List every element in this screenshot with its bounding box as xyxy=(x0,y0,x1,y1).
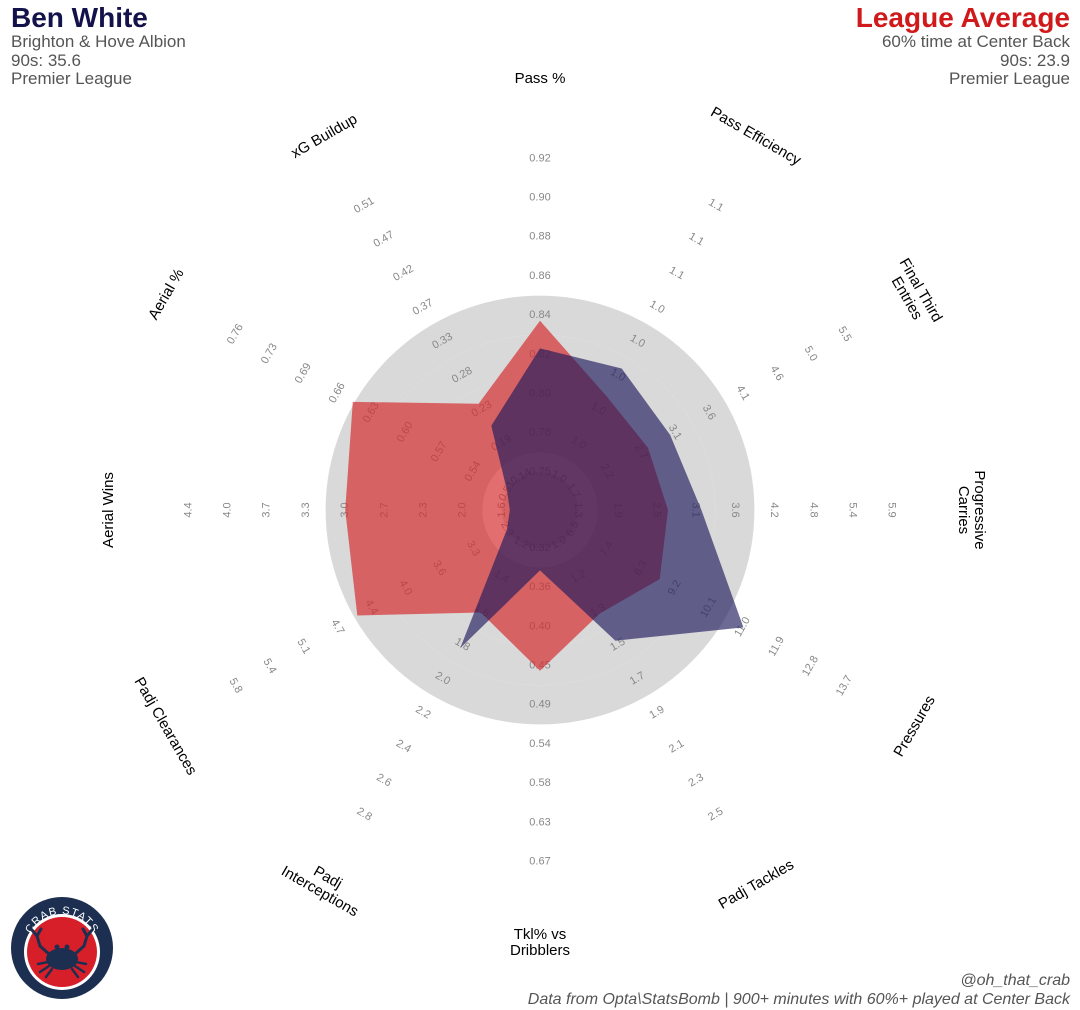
tick-label: 0.67 xyxy=(529,856,550,868)
player-league: Premier League xyxy=(11,68,132,88)
axis-label: xG Buildup xyxy=(288,111,360,162)
tick-label: 12.8 xyxy=(800,654,821,679)
crab-icon xyxy=(30,927,94,979)
footer-source: Data from Opta\StatsBomb | 900+ minutes … xyxy=(527,991,1070,1009)
tick-label: 2.1 xyxy=(667,737,686,755)
tick-label: 1.1 xyxy=(687,230,706,248)
tick-label: 2.3 xyxy=(687,771,706,789)
axis-label: Padj Clearances xyxy=(131,674,201,778)
tick-label: 0.84 xyxy=(529,309,550,321)
tick-label: 0.58 xyxy=(529,777,550,789)
tick-label: 0.37 xyxy=(411,297,436,318)
axis-label: Final ThirdEntries xyxy=(882,255,946,333)
tick-label: 4.7 xyxy=(328,617,346,636)
axis-label: Aerial Wins xyxy=(100,472,117,548)
tick-label: 2.4 xyxy=(394,737,413,755)
tick-label: 2.8 xyxy=(355,805,374,823)
tick-label: 2.2 xyxy=(413,704,432,722)
tick-label: 5.4 xyxy=(261,657,279,676)
comparison-filter: 60% time at Center Back xyxy=(881,32,1070,52)
tick-label: 0.66 xyxy=(327,381,348,406)
tick-label: 4.1 xyxy=(734,383,752,402)
comparison-header: League Average 60% time at Center Back 9… xyxy=(855,2,1070,88)
tick-label: 0.86 xyxy=(529,270,550,282)
comparison-nineties: 90s: 23.9 xyxy=(1000,50,1070,70)
tick-label: 2.6 xyxy=(374,771,393,789)
player-name: Ben White xyxy=(11,2,148,33)
comparison-name: League Average xyxy=(855,2,1070,33)
series-polygon xyxy=(460,348,744,649)
tick-label: 4.0 xyxy=(222,502,234,517)
tick-label: 0.47 xyxy=(371,229,396,250)
tick-label: 0.63 xyxy=(529,816,550,828)
axis-label: Tkl% vs Dribblers xyxy=(510,926,570,959)
tick-label: 0.51 xyxy=(352,195,377,216)
footer-handle: @oh_that_crab xyxy=(960,971,1070,989)
tick-label: 0.49 xyxy=(529,699,550,711)
tick-label: 0.73 xyxy=(259,341,280,366)
axis-label: Pressures xyxy=(890,693,938,760)
tick-label: 1.1 xyxy=(667,264,686,282)
tick-label: 13.7 xyxy=(834,673,855,698)
tick-label: 0.90 xyxy=(529,192,550,204)
series-group xyxy=(345,320,744,671)
player-team: Brighton & Hove Albion xyxy=(11,32,186,52)
tick-label: 2.5 xyxy=(706,805,725,823)
tick-label: 5.5 xyxy=(836,325,854,344)
crab-stats-logo: CRAB STATS xyxy=(11,897,113,999)
axis-label: Pass Efficiency xyxy=(708,104,805,170)
tick-label: 3.6 xyxy=(729,502,741,517)
tick-label: 11.9 xyxy=(766,635,787,659)
player-nineties: 90s: 35.6 xyxy=(11,50,81,70)
player-header: Ben White Brighton & Hove Albion 90s: 35… xyxy=(11,2,186,88)
tick-label: 4.2 xyxy=(768,502,780,517)
tick-label: 1.0 xyxy=(647,298,666,316)
tick-label: 4.6 xyxy=(768,364,786,383)
tick-label: 3.3 xyxy=(300,502,312,517)
axis-label: Aerial % xyxy=(145,266,188,323)
tick-label: 0.42 xyxy=(391,263,416,284)
comparison-league: Premier League xyxy=(949,68,1070,88)
footer: @oh_that_crab Data from Opta\StatsBomb |… xyxy=(528,971,1070,1010)
tick-label: 0.69 xyxy=(293,361,314,386)
tick-label: 5.9 xyxy=(886,502,898,517)
tick-label: 4.4 xyxy=(182,502,194,517)
tick-label: 5.1 xyxy=(294,637,312,656)
axis-label: Padj Tackles xyxy=(716,856,797,913)
tick-label: 1.9 xyxy=(647,704,666,722)
tick-label: 5.4 xyxy=(846,502,858,517)
tick-label: 0.92 xyxy=(529,152,550,164)
tick-label: 0.88 xyxy=(529,231,550,243)
axis-label: PadjInterceptions xyxy=(278,849,369,921)
tick-label: 5.8 xyxy=(227,676,245,695)
axis-label: Pass % xyxy=(515,70,566,87)
tick-label: 3.7 xyxy=(261,502,273,517)
tick-label: 0.54 xyxy=(529,738,550,750)
axis-label: ProgressiveCarries xyxy=(955,470,988,549)
tick-label: 4.8 xyxy=(807,502,819,517)
tick-label: 0.76 xyxy=(225,322,246,347)
tick-label: 1.1 xyxy=(706,196,725,214)
tick-label: 5.0 xyxy=(802,344,820,363)
